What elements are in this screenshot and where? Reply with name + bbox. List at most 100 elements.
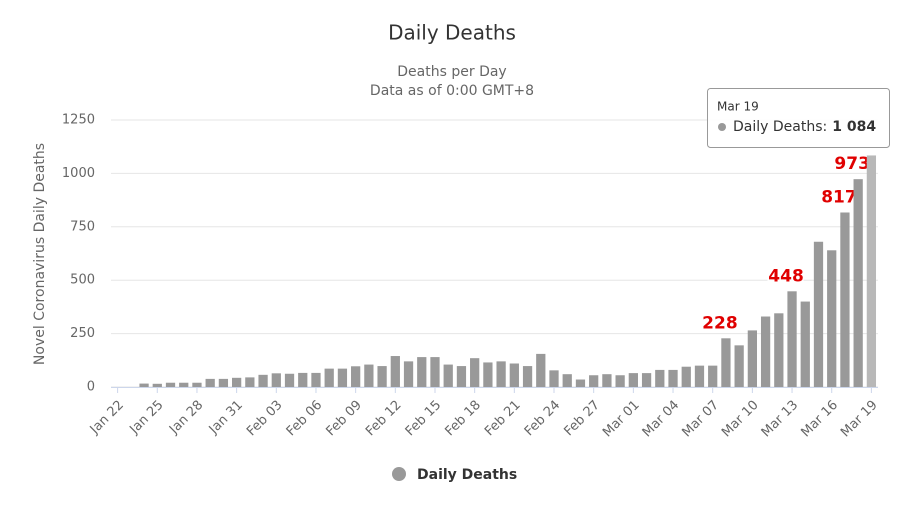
x-tick-label: Feb 06 (284, 398, 326, 440)
bar (668, 369, 678, 387)
x-tick-label: Jan 22 (87, 398, 127, 438)
bar (734, 345, 744, 387)
bar (377, 366, 387, 387)
y-tick-label: 0 (87, 380, 95, 395)
y-tick-label: 1000 (62, 166, 95, 181)
data-label: 817 (821, 187, 857, 207)
bar (721, 338, 731, 387)
bar (351, 366, 361, 387)
bar (483, 362, 493, 387)
bar (165, 382, 176, 387)
tooltip-title: Mar 19 (717, 100, 759, 114)
tooltip-series: Daily Deaths: (733, 119, 827, 135)
bar (443, 364, 453, 387)
x-tick-label: Feb 09 (323, 398, 365, 440)
x-tick-label: Feb 15 (403, 398, 445, 440)
tooltip-box (707, 88, 890, 148)
legend-label: Daily Deaths (417, 467, 517, 483)
bar (218, 378, 229, 387)
bar (575, 379, 586, 387)
bar (456, 366, 467, 387)
bar (774, 313, 784, 387)
x-tick-label: Mar 16 (798, 398, 841, 441)
chart-subtitle: Deaths per Day (397, 64, 506, 80)
bar (496, 361, 506, 387)
x-tick-label: Feb 18 (442, 398, 484, 440)
legend-marker (392, 467, 406, 481)
bar (192, 382, 202, 387)
bar (536, 353, 546, 387)
bar (364, 364, 374, 387)
bar (602, 374, 612, 387)
x-tick-label: Mar 19 (838, 398, 881, 441)
bar (258, 374, 268, 387)
bar (390, 356, 400, 387)
bar (827, 250, 837, 387)
bar (866, 155, 877, 387)
bar (509, 363, 519, 387)
bar (628, 373, 638, 387)
bar (549, 370, 559, 387)
x-tick-label: Feb 24 (522, 398, 564, 440)
bar (589, 375, 599, 387)
bar (271, 373, 281, 387)
bar (615, 375, 625, 387)
bar (760, 316, 771, 387)
x-tick-label: Mar 10 (719, 398, 762, 441)
bar (562, 374, 572, 387)
tooltip-marker (718, 123, 726, 131)
bar (179, 382, 189, 387)
y-tick-label: 500 (70, 273, 95, 288)
chart-subtitle: Data as of 0:00 GMT+8 (370, 83, 534, 99)
chart-title: Daily Deaths (388, 21, 516, 45)
bar (245, 377, 255, 387)
data-label: 448 (768, 266, 804, 286)
bar (284, 373, 295, 387)
bar (324, 368, 334, 387)
bar (522, 366, 533, 387)
bar (853, 179, 863, 387)
bar (205, 378, 215, 387)
bar (470, 358, 480, 387)
data-label: 228 (702, 313, 738, 333)
bar (152, 383, 162, 387)
bar (787, 291, 797, 387)
bar (800, 301, 810, 387)
x-tick-label: Mar 01 (600, 398, 643, 441)
x-tick-label: Feb 21 (482, 398, 524, 440)
tooltip-text: Daily Deaths: 1 084 (733, 119, 876, 135)
y-tick-label: 750 (70, 219, 95, 234)
bar (681, 366, 691, 387)
bar (641, 373, 652, 387)
tooltip-value: 1 084 (832, 119, 876, 135)
x-tick-label: Feb 03 (244, 398, 286, 440)
bar (655, 369, 665, 387)
x-tick-label: Jan 31 (206, 398, 246, 438)
y-tick-label: 1250 (62, 113, 95, 128)
bar (298, 372, 308, 387)
data-label: 973 (834, 154, 870, 174)
bar (139, 383, 149, 387)
bar (813, 241, 824, 387)
x-tick-label: Jan 28 (166, 398, 206, 438)
x-tick-label: Feb 12 (363, 398, 405, 440)
bar (840, 212, 850, 387)
bar (417, 357, 427, 387)
bar (694, 365, 705, 387)
bar (232, 377, 242, 387)
bar (430, 357, 440, 387)
bar (747, 330, 757, 387)
x-tick-label: Mar 13 (759, 398, 802, 441)
x-tick-label: Mar 07 (679, 398, 722, 441)
tooltip: Mar 19 Daily Deaths: 1 084 (707, 88, 890, 148)
y-tick-label: 250 (70, 326, 95, 341)
x-tick-label: Feb 27 (561, 398, 603, 440)
x-tick-label: Mar 04 (640, 398, 683, 441)
bar (403, 361, 414, 387)
bar (337, 368, 348, 387)
bar (311, 372, 321, 387)
bar (708, 365, 718, 387)
y-axis-label: Novel Coronavirus Daily Deaths (32, 143, 48, 365)
x-tick-label: Jan 25 (126, 398, 166, 438)
